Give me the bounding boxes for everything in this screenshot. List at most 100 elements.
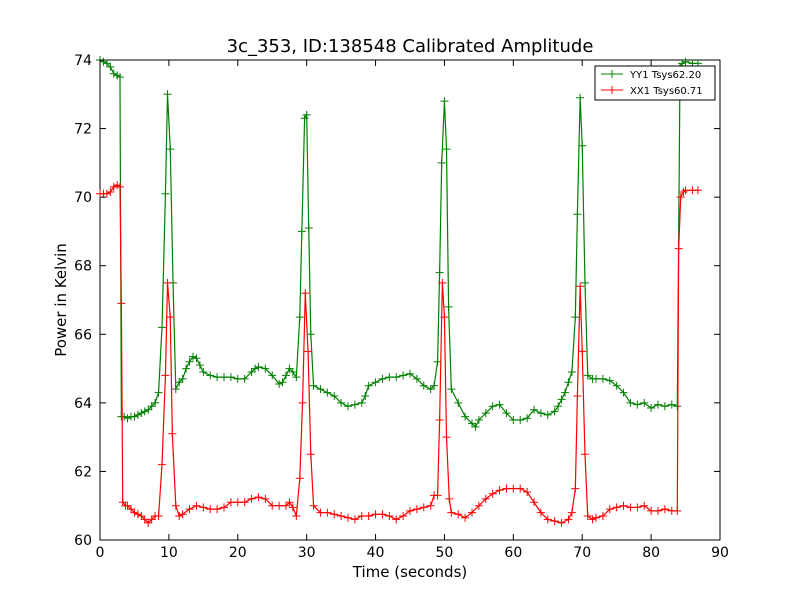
- legend-label-yy1: YY1 Tsys62.20: [629, 70, 701, 81]
- data-point: [592, 374, 600, 383]
- x-tick-label: 70: [573, 545, 591, 561]
- data-point: [523, 488, 532, 496]
- data-point: [199, 503, 208, 512]
- data-point: [344, 513, 352, 522]
- data-point: [509, 416, 518, 424]
- data-point: [561, 388, 569, 397]
- data-point: [185, 505, 194, 514]
- data-point: [220, 373, 228, 382]
- data-point: [115, 182, 124, 191]
- data-point: [337, 398, 346, 407]
- data-point: [647, 404, 656, 412]
- data-point: [406, 506, 414, 515]
- data-point: [447, 385, 456, 394]
- data-point: [147, 515, 156, 524]
- data-point: [619, 501, 628, 510]
- data-point: [598, 374, 607, 383]
- data-point: [316, 385, 325, 394]
- data-point: [133, 410, 142, 419]
- data-point: [576, 93, 585, 102]
- data-point: [316, 508, 325, 517]
- data-point: [557, 395, 566, 404]
- data-point: [168, 429, 177, 438]
- data-point: [175, 378, 184, 387]
- data-point: [433, 491, 442, 500]
- data-point: [306, 330, 315, 339]
- data-point: [292, 373, 301, 382]
- data-point: [660, 505, 669, 514]
- data-point: [399, 371, 408, 380]
- data-point: [640, 398, 649, 407]
- data-point: [261, 494, 270, 503]
- data-point: [605, 376, 614, 385]
- data-point: [275, 380, 284, 388]
- data-point: [440, 313, 449, 322]
- data-point: [182, 364, 191, 373]
- plot-area: 0 10 20 30 40 50 60 70 80 90 60 62 64 66 68 70 72 74: [74, 53, 729, 561]
- data-point: [573, 392, 582, 400]
- data-point: [406, 369, 414, 378]
- y-tick-label: 62: [74, 464, 92, 480]
- data-point: [673, 506, 682, 515]
- data-point: [154, 388, 163, 397]
- legend-box: [594, 65, 716, 101]
- data-point: [163, 90, 172, 99]
- data-point: [240, 374, 249, 383]
- legend-entry-xx1: XX1 Tsys60.71: [601, 86, 703, 97]
- data-point: [158, 460, 166, 469]
- data-point: [647, 506, 656, 515]
- data-point: [681, 57, 690, 66]
- data-point: [426, 501, 435, 510]
- data-point: [123, 501, 132, 510]
- data-point: [447, 508, 456, 517]
- x-tick-label: 80: [642, 545, 660, 561]
- data-point: [378, 374, 387, 383]
- plot-frame: [99, 59, 721, 541]
- data-point: [323, 508, 332, 517]
- data-point: [583, 371, 592, 380]
- data-point: [543, 410, 552, 419]
- data-point: [612, 503, 621, 512]
- data-point: [481, 409, 490, 418]
- data-point: [371, 378, 380, 387]
- data-point: [302, 110, 311, 119]
- data-point: [578, 141, 587, 150]
- data-point: [364, 512, 373, 520]
- data-point: [488, 489, 497, 498]
- data-point: [247, 368, 256, 376]
- data-point: [364, 381, 373, 390]
- data-point: [189, 352, 197, 361]
- data-point: [564, 515, 573, 524]
- data-point: [106, 188, 115, 196]
- data-point: [693, 186, 702, 195]
- data-point: [426, 385, 435, 394]
- data-point: [536, 409, 545, 418]
- data-point: [171, 385, 180, 394]
- data-point: [247, 494, 256, 503]
- x-tick-label: 60: [504, 545, 522, 561]
- data-point: [161, 371, 170, 380]
- data-point: [554, 402, 563, 411]
- data-point: [435, 416, 444, 424]
- data-point: [285, 364, 294, 373]
- data-point: [679, 188, 688, 196]
- legend-label-xx1: XX1 Tsys60.71: [630, 86, 703, 97]
- data-point: [226, 373, 235, 382]
- series-2: [96, 181, 702, 527]
- data-point: [158, 323, 166, 332]
- data-point: [285, 498, 294, 507]
- data-point: [175, 512, 184, 520]
- data-point: [592, 513, 600, 522]
- data-point: [461, 412, 470, 421]
- data-point: [468, 508, 476, 517]
- data-point: [502, 484, 511, 493]
- data-point: [304, 224, 313, 232]
- data-point: [667, 400, 676, 409]
- data-point: [278, 378, 287, 387]
- data-point: [282, 371, 290, 380]
- data-point: [195, 361, 204, 370]
- data-point: [471, 422, 480, 431]
- data-point: [350, 515, 359, 524]
- data-point: [567, 508, 576, 517]
